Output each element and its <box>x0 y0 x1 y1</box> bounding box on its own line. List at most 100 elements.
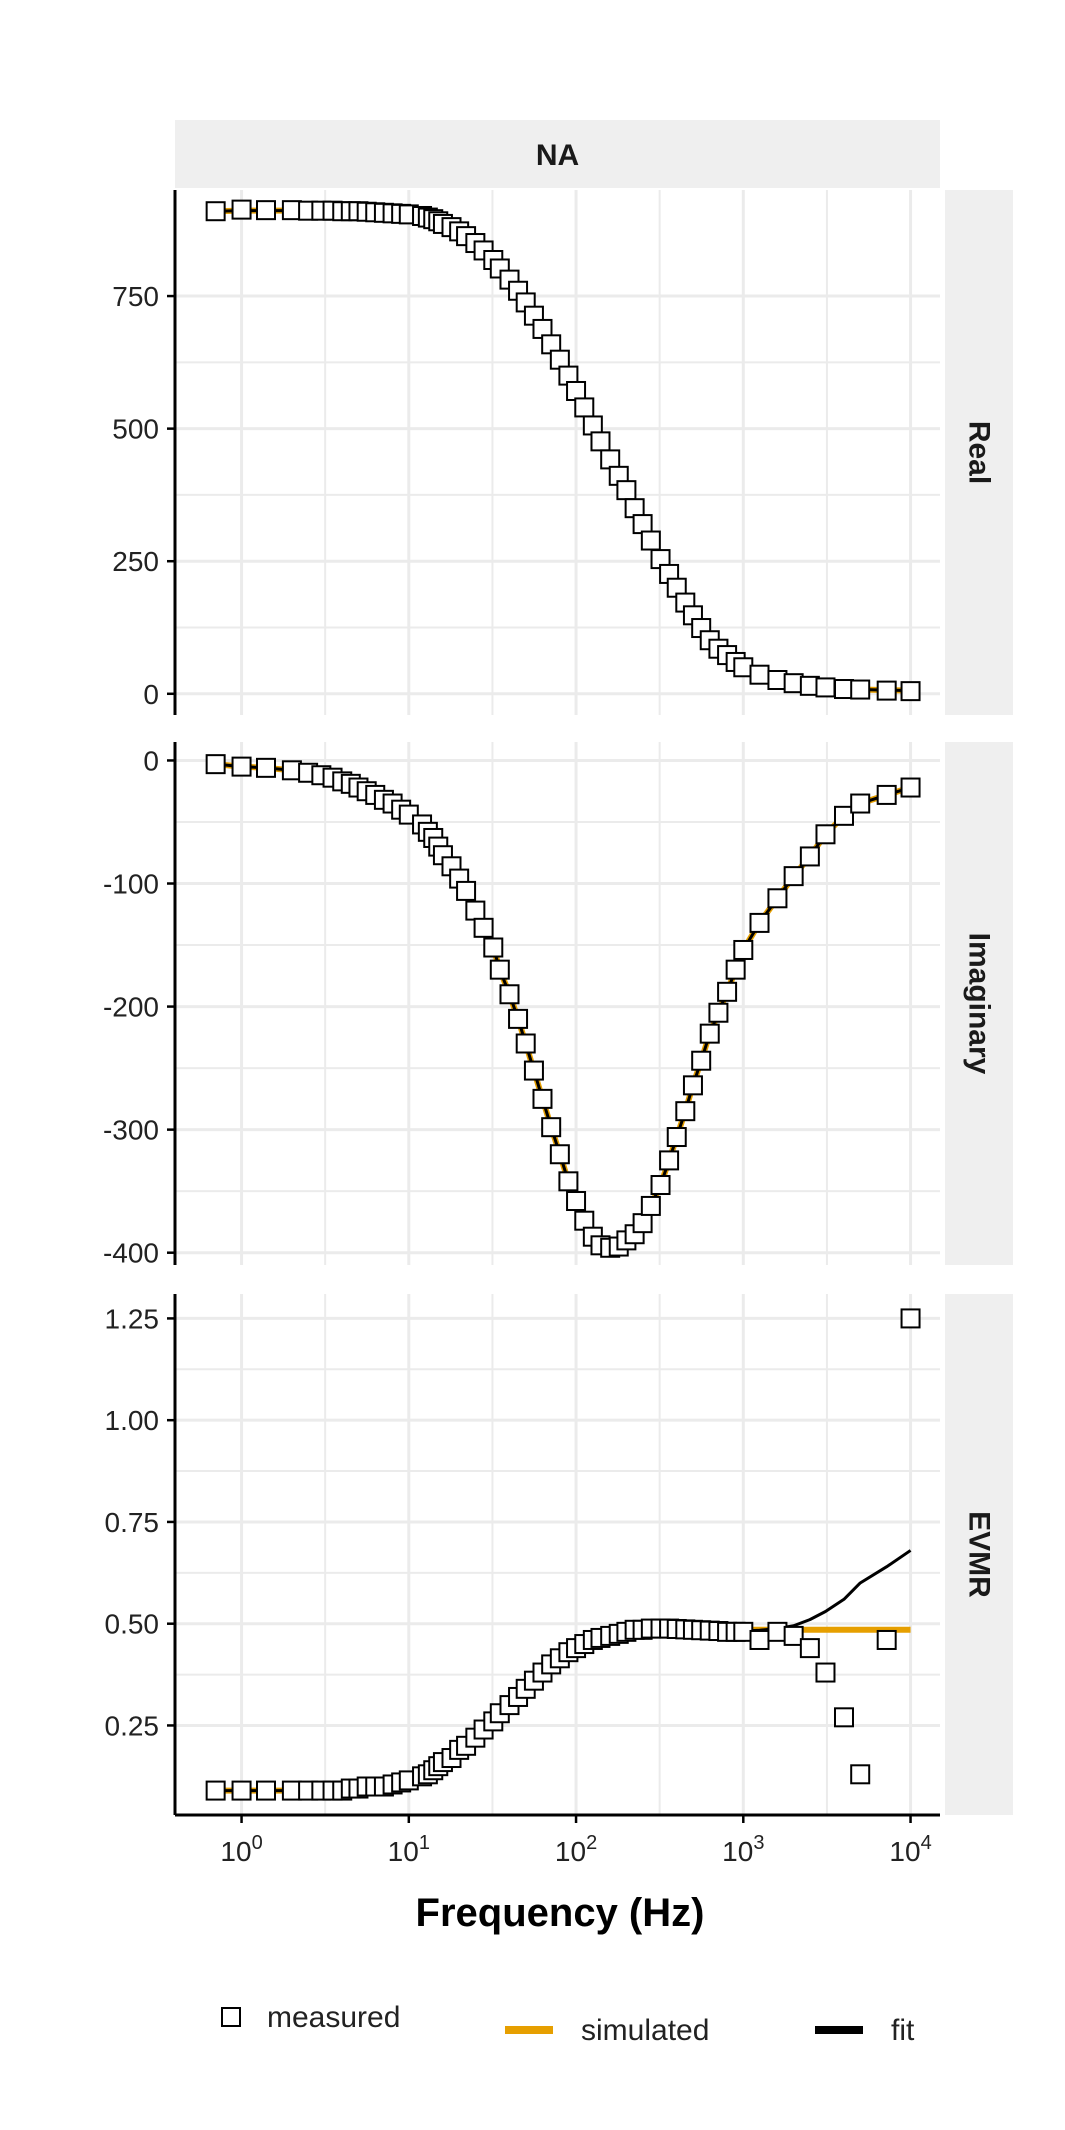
measured-point <box>900 1308 921 1329</box>
y-tick-label: 0.75 <box>105 1507 160 1538</box>
measured-point <box>499 984 520 1005</box>
measured-point <box>876 1629 897 1650</box>
measured-point <box>590 431 611 452</box>
y-tick-label: 0.50 <box>105 1609 160 1640</box>
measured-point <box>205 1780 226 1801</box>
y-tick-label: -300 <box>103 1115 159 1146</box>
measured-point <box>566 1191 587 1212</box>
measured-point <box>558 1171 579 1192</box>
measured-point <box>733 939 754 960</box>
y-tick-label: -400 <box>103 1238 159 1269</box>
facet-strip-evmr <box>945 1294 1013 1815</box>
measured-point <box>749 1629 770 1650</box>
measured-point <box>231 1780 252 1801</box>
measured-point <box>783 1625 804 1646</box>
measured-point <box>600 449 621 470</box>
measured-point <box>549 1144 570 1165</box>
legend-label-measured: measured <box>267 2001 400 2034</box>
measured-point <box>231 756 252 777</box>
measured-point <box>532 1088 553 1109</box>
measured-point <box>717 981 738 1002</box>
facet-strip-top <box>175 120 940 188</box>
measured-point <box>850 679 871 700</box>
measured-point <box>574 397 595 418</box>
facet-strip-real <box>945 190 1013 715</box>
x-tick-label: 104 <box>889 1832 931 1867</box>
x-tick-label: 101 <box>388 1832 430 1867</box>
measured-point <box>456 880 477 901</box>
y-tick-label: 250 <box>112 546 159 577</box>
measured-point <box>699 1023 720 1044</box>
measured-point <box>850 793 871 814</box>
measured-point <box>666 1127 687 1148</box>
measured-point <box>205 201 226 222</box>
measured-point <box>508 1008 529 1029</box>
legend-label-fit: fit <box>891 2014 915 2047</box>
panels-layer: NA Real 0 250 500 750 Imaginary 0 -100 -200 -300 -4… <box>103 120 1013 1815</box>
measured-point <box>255 757 276 778</box>
y-tick-label: -100 <box>103 869 159 900</box>
measured-point <box>799 846 820 867</box>
measured-point <box>900 777 921 798</box>
measured-point <box>675 1101 696 1122</box>
y-tick-label: 1.00 <box>105 1405 160 1436</box>
panel-imaginary: Imaginary 0 -100 -200 -300 -400 <box>103 742 1013 1269</box>
measured-point <box>682 1075 703 1096</box>
measured-point <box>489 959 510 980</box>
y-tick-label: 500 <box>112 414 159 445</box>
measured-point <box>850 1764 871 1785</box>
measured-point <box>691 1050 712 1071</box>
measured-point <box>231 199 252 220</box>
measured-point <box>876 680 897 701</box>
measured-point <box>632 514 653 535</box>
y-tick-label: -200 <box>103 992 159 1023</box>
legend: measured simulated fit <box>221 2001 915 2047</box>
measured-point <box>473 917 494 938</box>
measured-point <box>541 1117 562 1138</box>
facet-strip-label-evmr: EVMR <box>963 1511 996 1598</box>
measured-point <box>515 1033 536 1054</box>
measured-point <box>783 866 804 887</box>
facet-strip-label: NA <box>536 139 579 172</box>
facet-strip-label-imaginary: Imaginary <box>963 933 996 1075</box>
measured-point <box>799 1638 820 1659</box>
measured-point <box>255 1780 276 1801</box>
y-tick-label: 0 <box>143 679 159 710</box>
measured-point <box>708 1002 729 1023</box>
legend-key-measured <box>221 2007 241 2027</box>
legend-label-simulated: simulated <box>581 2014 709 2047</box>
y-tick-label: 0 <box>143 745 159 776</box>
x-tick-label: 102 <box>555 1832 597 1867</box>
measured-point <box>650 1175 671 1196</box>
facet-strip-imaginary <box>945 742 1013 1265</box>
measured-point <box>725 959 746 980</box>
measured-point <box>815 824 836 845</box>
measured-point <box>640 1195 661 1216</box>
measured-point <box>833 1707 854 1728</box>
measured-point <box>640 530 661 551</box>
measured-point <box>616 480 637 501</box>
measured-point <box>659 1150 680 1171</box>
y-tick-label: 0.25 <box>105 1710 160 1741</box>
x-tick-label: 103 <box>722 1832 764 1867</box>
facet-strip-label-real: Real <box>963 421 996 484</box>
measured-point <box>815 1662 836 1683</box>
y-tick-label: 1.25 <box>105 1303 160 1334</box>
panel-real: Real 0 250 500 750 <box>112 190 1013 715</box>
measured-point <box>876 784 897 805</box>
measured-point <box>255 200 276 221</box>
measured-point <box>815 677 836 698</box>
panel-evmr: EVMR 0.25 0.50 0.75 1.00 1.25 <box>105 1294 1013 1815</box>
x-tick-label: 100 <box>220 1832 262 1867</box>
y-tick-label: 750 <box>112 281 159 312</box>
measured-point <box>900 681 921 702</box>
measured-point <box>833 805 854 826</box>
measured-point <box>465 900 486 921</box>
measured-point <box>566 380 587 401</box>
measured-point <box>205 754 226 775</box>
measured-point <box>749 664 770 685</box>
measured-point <box>483 937 504 958</box>
measured-point <box>749 912 770 933</box>
measured-point <box>767 888 788 909</box>
